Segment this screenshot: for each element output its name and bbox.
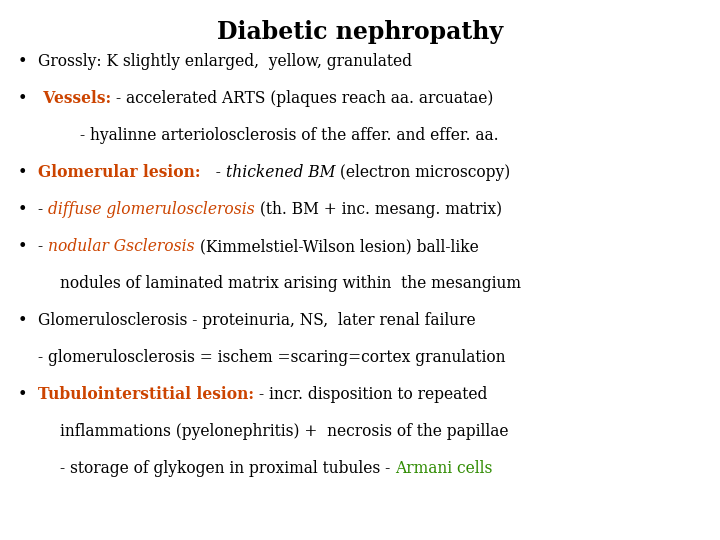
Text: Armani cells: Armani cells xyxy=(395,460,492,477)
Text: (th. BM + inc. mesang. matrix): (th. BM + inc. mesang. matrix) xyxy=(255,201,502,218)
Text: Diabetic nephropathy: Diabetic nephropathy xyxy=(217,20,503,44)
Text: inflammations (pyelonephritis) +  necrosis of the papillae: inflammations (pyelonephritis) + necrosi… xyxy=(60,423,508,440)
Text: •: • xyxy=(18,238,27,255)
Text: - incr. disposition to repeated: - incr. disposition to repeated xyxy=(259,386,487,403)
Text: •: • xyxy=(18,164,27,181)
Text: - storage of glykogen in proximal tubules -: - storage of glykogen in proximal tubule… xyxy=(60,460,395,477)
Text: diffuse glomerulosclerosis: diffuse glomerulosclerosis xyxy=(48,201,255,218)
Text: -: - xyxy=(206,164,225,181)
Text: •: • xyxy=(18,386,27,403)
Text: Vessels:: Vessels: xyxy=(38,90,117,107)
Text: - glomerulosclerosis = ischem =scaring=cortex granulation: - glomerulosclerosis = ischem =scaring=c… xyxy=(38,349,505,366)
Text: -: - xyxy=(38,201,48,218)
Text: nodular Gsclerosis: nodular Gsclerosis xyxy=(48,238,194,255)
Text: nodules of laminated matrix arising within  the mesangium: nodules of laminated matrix arising with… xyxy=(60,275,521,292)
Text: Grossly: K slightly enlarged,  yellow, granulated: Grossly: K slightly enlarged, yellow, gr… xyxy=(38,53,412,70)
Text: - accelerated ARTS (plaques reach aa. arcuatae): - accelerated ARTS (plaques reach aa. ar… xyxy=(117,90,494,107)
Text: - hyalinne arteriolosclerosis of the affer. and effer. aa.: - hyalinne arteriolosclerosis of the aff… xyxy=(80,127,499,144)
Text: (electron microscopy): (electron microscopy) xyxy=(335,164,510,181)
Text: Glomerular lesion:: Glomerular lesion: xyxy=(38,164,206,181)
Text: Tubulointerstitial lesion:: Tubulointerstitial lesion: xyxy=(38,386,259,403)
Text: thickened BM: thickened BM xyxy=(225,164,335,181)
Text: -: - xyxy=(38,238,48,255)
Text: Glomerulosclerosis - proteinuria, NS,  later renal failure: Glomerulosclerosis - proteinuria, NS, la… xyxy=(38,312,476,329)
Text: •: • xyxy=(18,201,27,218)
Text: (Kimmelstiel-Wilson lesion) ball-like: (Kimmelstiel-Wilson lesion) ball-like xyxy=(194,238,478,255)
Text: •: • xyxy=(18,312,27,329)
Text: •: • xyxy=(18,90,27,107)
Text: •: • xyxy=(18,53,27,70)
